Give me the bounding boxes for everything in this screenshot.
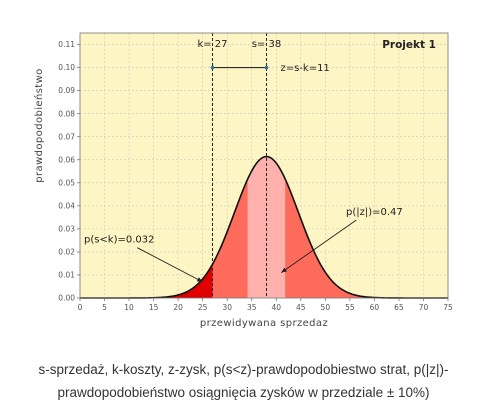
x-tick-label: 75 xyxy=(443,303,453,312)
y-tick-label: 0.03 xyxy=(58,224,75,233)
x-tick-label: 20 xyxy=(173,303,183,312)
chart-title: Projekt 1 xyxy=(382,39,436,51)
profit-label: z=s-k=11 xyxy=(280,63,329,74)
y-tick-label: 0.04 xyxy=(58,201,75,210)
y-tick-label: 0.01 xyxy=(58,271,75,280)
y-tick-label: 0.05 xyxy=(58,178,75,187)
x-tick-label: 55 xyxy=(345,303,355,312)
x-tick-label: 40 xyxy=(271,303,281,312)
probability-region-1 xyxy=(80,264,213,298)
annotation-arrow-1 xyxy=(137,247,203,283)
y-axis-label: prawdopodobieństwo xyxy=(33,68,45,182)
plot-frame xyxy=(79,32,449,299)
annotation-arrowhead-2 xyxy=(281,267,288,273)
y-tick-label: 0.02 xyxy=(58,248,75,257)
caption-line-2: prawdopodobieństwo osiągnięcia zysków w … xyxy=(57,385,430,400)
y-tick-label: 0.08 xyxy=(58,109,75,118)
caption-line-1: s-sprzedaż, k-koszty, z-zysk, p(s<z)-pra… xyxy=(38,362,449,377)
segment-point-s xyxy=(264,65,269,70)
x-tick-label: 35 xyxy=(247,303,257,312)
x-tick-label: 65 xyxy=(394,303,404,312)
vline-label-1: k= 27 xyxy=(197,39,227,50)
y-tick-label: 0.11 xyxy=(58,40,75,49)
x-tick-label: 60 xyxy=(370,303,380,312)
annotation-arrowhead-1 xyxy=(196,277,203,282)
x-tick-label: 50 xyxy=(321,303,331,312)
figure-caption: s-sprzedaż, k-koszty, z-zysk, p(s<z)-pra… xyxy=(0,358,487,404)
segment-point-k xyxy=(210,65,215,70)
x-axis-label: przewidywana sprzedaz xyxy=(200,318,328,329)
y-tick-label: 0.06 xyxy=(58,155,75,164)
x-tick-label: 70 xyxy=(419,303,429,312)
annotation-1: p(s<k)=0.032 xyxy=(84,235,155,246)
probability-region-2 xyxy=(212,178,248,298)
probability-region-4 xyxy=(285,178,448,298)
x-tick-label: 30 xyxy=(222,303,232,312)
x-tick-label: 25 xyxy=(198,303,208,312)
x-tick-label: 0 xyxy=(78,303,83,312)
annotation-2: p(|z|)=0.47 xyxy=(346,207,403,218)
y-tick-label: 0.07 xyxy=(58,132,75,141)
x-tick-label: 5 xyxy=(102,303,107,312)
annotation-arrow-2 xyxy=(280,219,357,274)
x-tick-label: 10 xyxy=(124,303,134,312)
y-tick-label: 0.00 xyxy=(58,294,75,303)
x-tick-label: 15 xyxy=(149,303,159,312)
normal-distribution-chart: k= 27 s= 38 z=s-k=11 0 5 10 15 20 25 30 35 40 45 50… xyxy=(33,32,453,329)
y-tick-label: 0.09 xyxy=(58,86,75,95)
vline-label-2: s= 38 xyxy=(252,39,282,50)
probability-region-3 xyxy=(247,156,286,298)
y-tick-label: 0.10 xyxy=(58,63,75,72)
x-tick-label: 45 xyxy=(296,303,306,312)
